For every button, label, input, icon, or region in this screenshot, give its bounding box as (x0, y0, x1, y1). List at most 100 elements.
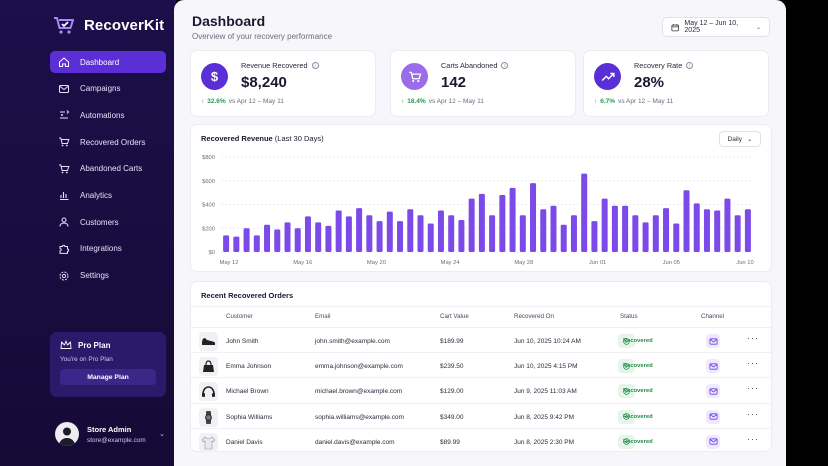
chart-bar[interactable] (448, 215, 455, 252)
column-header[interactable]: Cart Value (440, 313, 469, 320)
brand[interactable]: RecoverKit (52, 13, 164, 37)
revenue-chart-card: $0 $200 $400 $600 $800 May 12 May 16 May 20 May … (190, 124, 772, 272)
chart-bar[interactable] (264, 224, 271, 252)
period-select[interactable]: Daily ⌄ (719, 131, 761, 147)
chart-bar[interactable] (540, 209, 547, 252)
chart-bar[interactable] (356, 208, 363, 252)
sidebar-item-label: Customers (80, 217, 119, 227)
info-icon[interactable]: i (501, 62, 509, 69)
more-options-icon[interactable]: ··· (747, 383, 759, 394)
chart-bar[interactable] (437, 210, 444, 252)
chart-bar[interactable] (253, 235, 260, 252)
chart-bar[interactable] (550, 205, 557, 252)
chart-bar[interactable] (683, 190, 690, 252)
chart-bar[interactable] (611, 205, 618, 252)
status-badge: Recovered (618, 384, 653, 399)
crown-icon (60, 340, 72, 349)
chart-bar[interactable] (345, 216, 352, 252)
info-icon[interactable]: i (686, 62, 694, 69)
column-header[interactable]: Channel (701, 313, 725, 320)
chart-bar[interactable] (274, 229, 281, 252)
sidebar-item-analytics[interactable]: Analytics (50, 184, 166, 206)
chart-bar[interactable] (366, 215, 373, 252)
chart-bar[interactable] (601, 198, 608, 252)
chart-bar[interactable] (315, 222, 322, 252)
chart-bar[interactable] (427, 223, 434, 253)
table-row[interactable]: Daniel Davis daniel.davis@example.com $8… (191, 430, 771, 455)
email-channel-icon[interactable] (706, 434, 720, 449)
chart-bar[interactable] (386, 211, 393, 252)
chart-bar[interactable] (530, 183, 537, 252)
sidebar-item-dashboard[interactable]: Dashboard (50, 51, 166, 73)
chart-bar[interactable] (335, 210, 342, 252)
sidebar-item-campaigns[interactable]: Campaigns (50, 78, 166, 100)
email-channel-icon[interactable] (706, 359, 720, 374)
x-tick-label: Jun 10 (736, 260, 753, 266)
chart-bar[interactable] (509, 187, 516, 252)
more-options-icon[interactable]: ··· (747, 408, 759, 419)
chart-bar[interactable] (703, 209, 710, 252)
chart-bar[interactable] (724, 198, 731, 252)
more-options-icon[interactable]: ··· (747, 333, 759, 343)
cart-value: $239.50 (440, 363, 464, 371)
email-channel-icon[interactable] (706, 409, 720, 424)
stat-value: $8,240 (241, 74, 287, 91)
chart-bar[interactable] (734, 215, 741, 252)
chart-bar[interactable] (570, 215, 577, 252)
chart-bar[interactable] (397, 221, 404, 252)
table-row[interactable]: Michael Brown michael.brown@example.com … (191, 379, 771, 404)
sidebar-item-abandoned-carts[interactable]: Abandoned Carts (50, 158, 166, 180)
chart-bar[interactable] (489, 215, 496, 252)
chart-bar[interactable] (642, 222, 649, 252)
chart-bar[interactable] (468, 198, 475, 252)
sidebar-item-recovered-orders[interactable]: Recovered Orders (50, 131, 166, 153)
column-header[interactable]: Recovered On (514, 313, 554, 320)
table-row[interactable]: Sophia Williams sophia.williams@example.… (191, 405, 771, 430)
table-row[interactable]: John Smith john.smith@example.com $189.9… (191, 329, 771, 354)
sidebar-item-customers[interactable]: Customers (50, 211, 166, 233)
chart-bar[interactable] (673, 223, 680, 253)
chart-bar[interactable] (622, 205, 629, 252)
chart-bar[interactable] (519, 215, 526, 252)
email-channel-icon[interactable] (706, 384, 720, 399)
column-header[interactable]: Status (620, 313, 638, 320)
chart-bar[interactable] (243, 228, 250, 252)
chart-bar[interactable] (223, 235, 230, 252)
date-range-picker[interactable]: May 12 – Jun 10, 2025 ⌄ (662, 17, 770, 37)
chart-bar[interactable] (376, 221, 383, 252)
chart-bar[interactable] (407, 209, 414, 252)
chart-bar[interactable] (581, 173, 588, 252)
sidebar-item-settings[interactable]: Settings (50, 265, 166, 287)
table-row[interactable]: Emma Johnson emma.johnson@example.com $2… (191, 354, 771, 379)
info-icon[interactable]: i (311, 62, 319, 69)
user-menu[interactable]: Store Admin store@example.com ⌄ (55, 420, 165, 448)
chart-bar[interactable] (744, 209, 751, 252)
chart-bar[interactable] (478, 193, 485, 252)
chart-bar[interactable] (499, 195, 506, 252)
chart-bar[interactable] (294, 228, 301, 252)
chart-bar[interactable] (632, 215, 639, 252)
chart-bar[interactable] (591, 221, 598, 252)
chart-bar[interactable] (417, 215, 424, 252)
chart-bar[interactable] (663, 208, 670, 252)
chart-bar[interactable] (325, 225, 332, 252)
sidebar-item-automations[interactable]: Automations (50, 104, 166, 126)
dollar-icon: $ (201, 63, 228, 90)
manage-plan-button[interactable]: Manage Plan (60, 369, 156, 385)
sidebar-item-integrations[interactable]: Integrations (50, 238, 166, 260)
chart-bar[interactable] (714, 210, 721, 252)
column-header[interactable]: Email (315, 313, 331, 320)
email-channel-icon[interactable] (706, 334, 720, 348)
page-title: Dashboard (192, 13, 266, 29)
column-header[interactable]: Customer (226, 313, 253, 320)
chart-bar[interactable] (458, 219, 465, 252)
more-options-icon[interactable]: ··· (747, 358, 759, 369)
arrow-up-icon: ↑ (401, 98, 405, 105)
chart-bar[interactable] (284, 222, 291, 252)
chart-bar[interactable] (560, 224, 567, 252)
chart-bar[interactable] (693, 203, 700, 252)
chart-bar[interactable] (304, 216, 311, 252)
chart-bar[interactable] (652, 215, 659, 252)
chart-bar[interactable] (233, 236, 240, 252)
more-options-icon[interactable]: ··· (747, 433, 759, 444)
